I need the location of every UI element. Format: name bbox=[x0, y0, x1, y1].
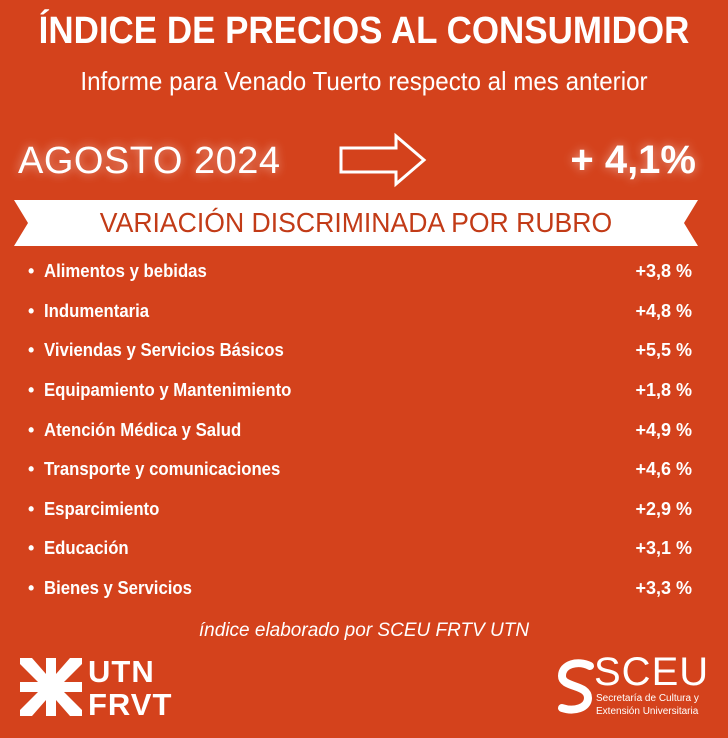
list-item: • Equipamiento y Mantenimiento +1,8 % bbox=[28, 371, 692, 411]
item-value: +4,9 % bbox=[635, 419, 692, 440]
category-list: • Alimentos y bebidas +3,8 % • Indumenta… bbox=[28, 252, 692, 608]
total-variation: + 4,1% bbox=[570, 138, 696, 182]
banner-title: VARIACIÓN DISCRIMINADA POR RUBRO bbox=[99, 207, 613, 238]
banner-ribbon-shape bbox=[14, 200, 698, 246]
sceu-subtitle: Secretaría de Cultura y Extensión Univer… bbox=[596, 692, 726, 718]
item-label: Esparcimiento bbox=[44, 498, 160, 519]
right-arrow-outline-icon bbox=[339, 132, 427, 188]
period-label: AGOSTO 2024 bbox=[18, 140, 281, 182]
item-label: Equipamiento y Mantenimiento bbox=[44, 380, 292, 401]
sceu-s-logo-icon bbox=[557, 659, 594, 714]
list-item: • Viviendas y Servicios Básicos +5,5 % bbox=[28, 331, 692, 371]
item-value: +4,6 % bbox=[635, 459, 692, 480]
bullet-icon: • bbox=[28, 578, 35, 599]
list-item: • Bienes y Servicios +3,3 % bbox=[28, 569, 692, 609]
bullet-icon: • bbox=[28, 300, 35, 321]
list-item: • Esparcimiento +2,9 % bbox=[28, 490, 692, 530]
item-label: Viviendas y Servicios Básicos bbox=[44, 340, 284, 361]
bullet-icon: • bbox=[28, 340, 35, 361]
item-value: +3,3 % bbox=[635, 578, 692, 599]
utn-emblem-icon bbox=[20, 658, 82, 716]
utn-line-1: UTN bbox=[88, 654, 155, 689]
item-value: +3,1 % bbox=[635, 538, 692, 559]
bullet-icon: • bbox=[28, 498, 35, 519]
sceu-sub-line-1: Secretaría de Cultura y bbox=[596, 693, 699, 704]
item-value: +1,8 % bbox=[635, 380, 692, 401]
list-item: • Transporte y comunicaciones +4,6 % bbox=[28, 450, 692, 490]
sceu-sub-line-2: Extensión Universitaria bbox=[596, 706, 699, 717]
item-value: +2,9 % bbox=[635, 498, 692, 519]
bullet-icon: • bbox=[28, 419, 35, 440]
list-item: • Alimentos y bebidas +3,8 % bbox=[28, 252, 692, 292]
bullet-icon: • bbox=[28, 380, 35, 401]
list-item: • Educación +3,1 % bbox=[28, 529, 692, 569]
list-item: • Atención Médica y Salud +4,9 % bbox=[28, 410, 692, 450]
footer-note: índice elaborado por SCEU FRTV UTN bbox=[198, 620, 530, 641]
item-label: Indumentaria bbox=[44, 300, 150, 321]
item-label: Transporte y comunicaciones bbox=[44, 459, 281, 480]
item-value: +4,8 % bbox=[635, 300, 692, 321]
bullet-icon: • bbox=[28, 261, 35, 282]
item-label: Bienes y Servicios bbox=[44, 578, 192, 599]
item-label: Educación bbox=[44, 538, 129, 559]
utn-line-2: FRVT bbox=[88, 687, 173, 722]
item-label: Atención Médica y Salud bbox=[44, 419, 242, 440]
page-title: ÍNDICE DE PRECIOS AL CONSUMIDOR bbox=[38, 10, 690, 52]
list-item: • Indumentaria +4,8 % bbox=[28, 292, 692, 332]
page-subtitle: Informe para Venado Tuerto respecto al m… bbox=[80, 66, 648, 96]
item-value: +3,8 % bbox=[635, 261, 692, 282]
category-banner: VARIACIÓN DISCRIMINADA POR RUBRO bbox=[14, 200, 698, 246]
utn-wordmark: UTN FRVT bbox=[88, 655, 172, 721]
sceu-wordmark: SCEU bbox=[594, 650, 710, 694]
bullet-icon: • bbox=[28, 538, 35, 559]
item-value: +5,5 % bbox=[635, 340, 692, 361]
bullet-icon: • bbox=[28, 459, 35, 480]
item-label: Alimentos y bebidas bbox=[44, 261, 207, 282]
